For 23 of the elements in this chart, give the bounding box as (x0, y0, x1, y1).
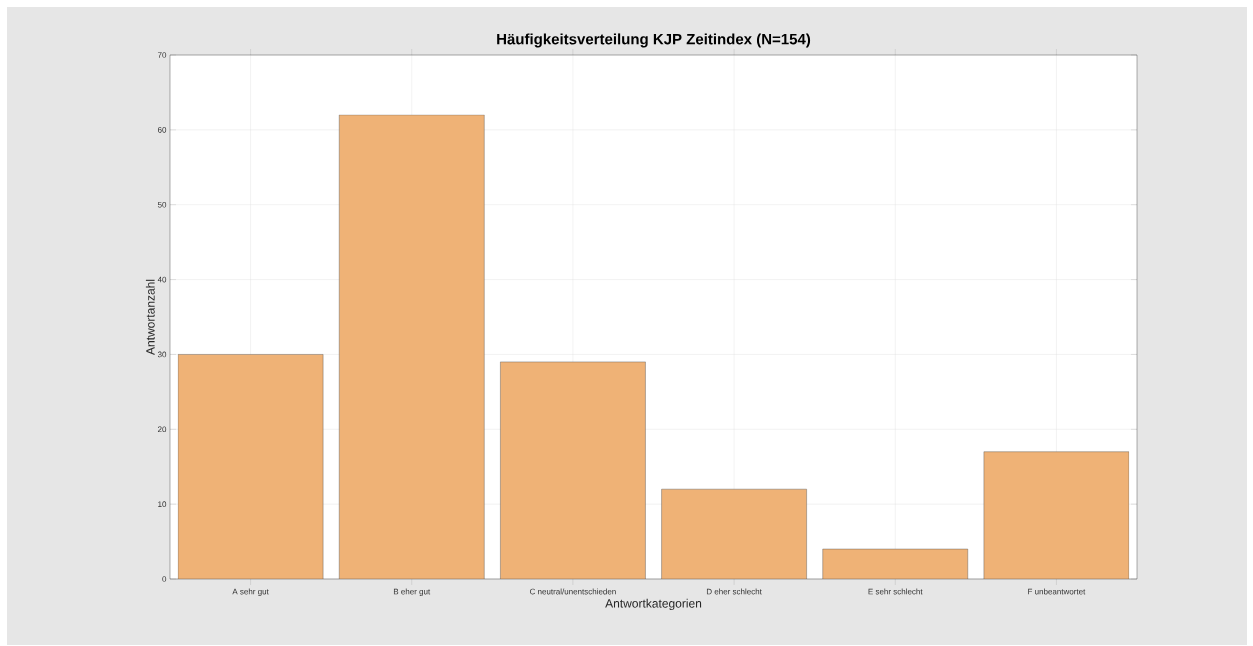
chart-title: Häufigkeitsverteilung KJP Zeitindex (N=154) (497, 33, 811, 48)
x-axis-title: Antwortkategorien (605, 598, 702, 611)
bar (983, 451, 1130, 579)
y-axis-title: Antwortanzahl (145, 279, 155, 356)
bar (339, 114, 485, 579)
bar (177, 354, 324, 579)
y-tick-label: 60 (157, 127, 167, 133)
bar (822, 548, 968, 579)
y-tick-label: 10 (158, 501, 167, 507)
y-tick-label: 70 (157, 52, 167, 58)
x-tick-label: B eher gut (393, 588, 431, 596)
bar (661, 488, 807, 579)
x-tick-label: A sehr gut (232, 588, 269, 596)
y-tick-label: 50 (157, 201, 167, 208)
y-tick-label: 40 (157, 276, 167, 283)
y-tick-label: 30 (157, 351, 167, 358)
bar (500, 361, 646, 579)
y-tick-label: 0 (162, 576, 167, 582)
y-tick-label: 20 (157, 426, 167, 433)
x-tick-label: F unbeantwortet (1028, 588, 1086, 595)
x-tick-label: D eher schlecht (706, 588, 762, 595)
x-tick-label: E sehr schlecht (868, 588, 923, 595)
x-tick-label: C neutral/unentschieden (529, 588, 616, 595)
